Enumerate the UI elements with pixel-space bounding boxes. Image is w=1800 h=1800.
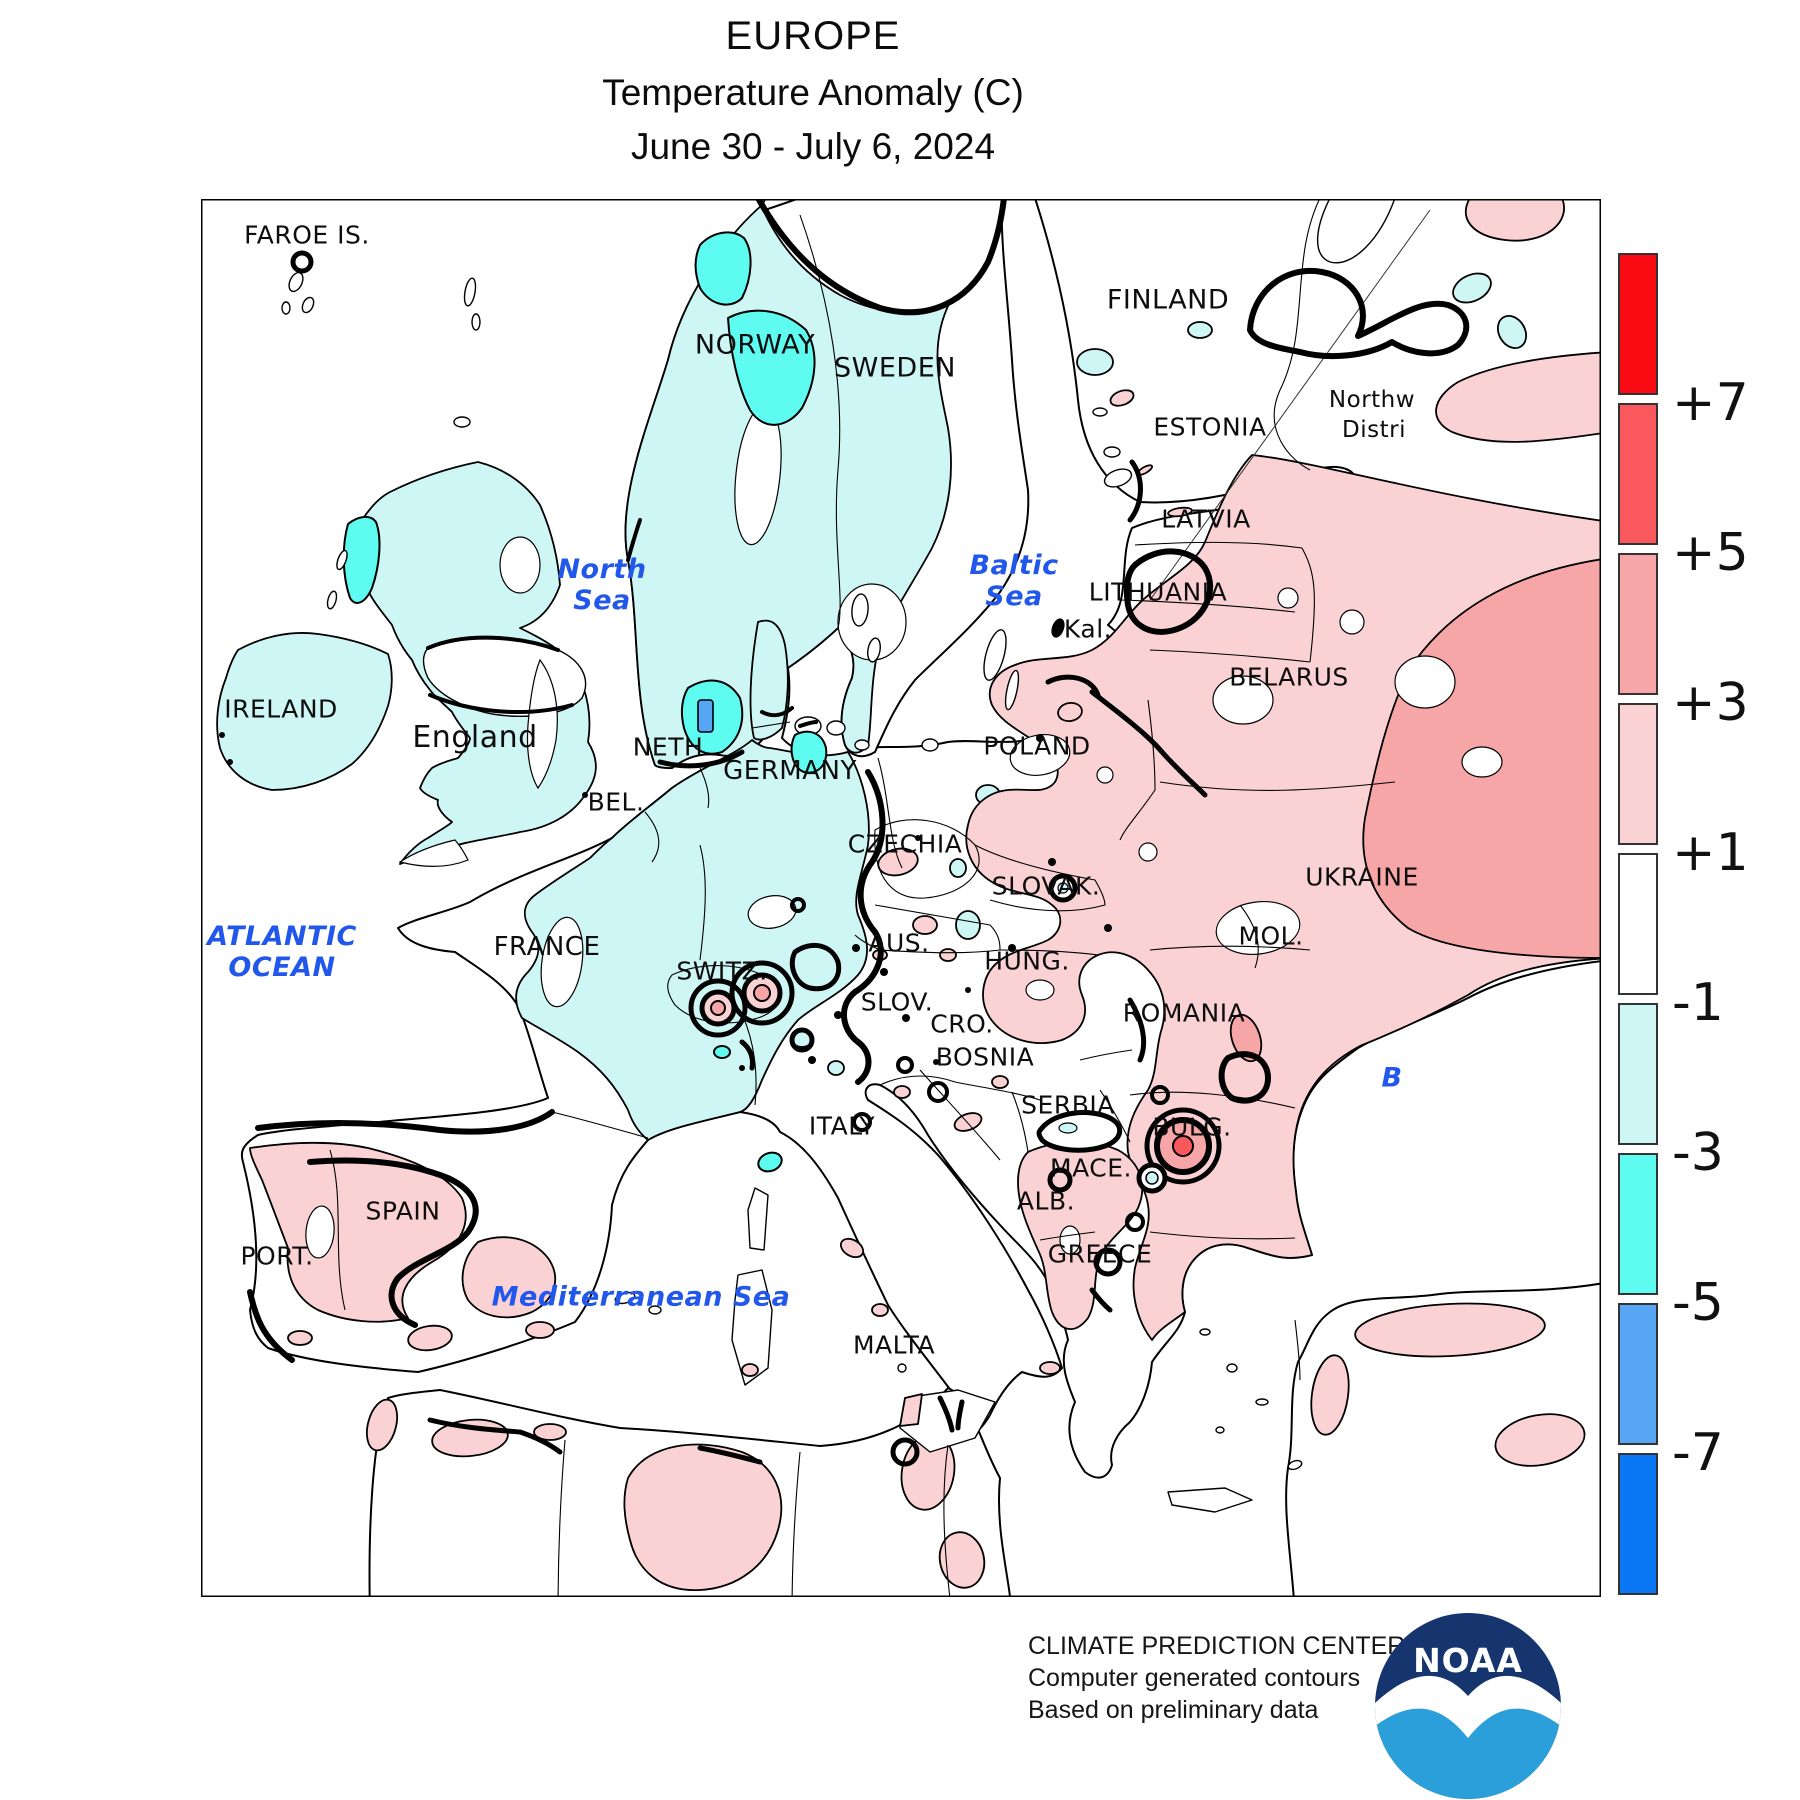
map-label-b: B [1381,1062,1403,1094]
map-label-north-sea: North Sea [557,553,647,616]
colorbar-tick-p3: +3 [1672,673,1749,733]
title-variable: Temperature Anomaly (C) [602,72,1024,113]
colorbar-tick-m7: -7 [1672,1423,1724,1483]
map-layers [201,199,1601,1597]
map-label-lithuania: LITHUANIA [1088,577,1228,607]
logo-sea [1375,1708,1561,1799]
map-label-slov: SLOV. [860,987,934,1017]
map-label-norway: NORWAY [694,329,816,361]
border-layer [329,199,1431,1597]
attribution: CLIMATE PREDICTION CENTER, NOAA Computer… [1028,1630,1490,1726]
colorbar-box-3 [1618,703,1658,845]
attribution-line3: Based on preliminary data [1028,1696,1319,1724]
map-label-mace: MACE. [1050,1153,1132,1183]
colorbar-tick-m1: -1 [1672,973,1724,1033]
map-label-neth: NETH. [632,732,712,762]
map-label-france: FRANCE [493,932,601,963]
map-label-bulg: BULG. [1152,1112,1232,1142]
colorbar-tick-p1: +1 [1672,823,1749,883]
map-label-finland: FINLAND [1106,284,1230,316]
map-label-slovak: SLOVAK. [991,871,1101,901]
noaa-logo: NOAA [1375,1613,1561,1799]
map-label-northw: Northw [1328,386,1416,413]
colorbar-tick-p5: +5 [1672,523,1749,583]
map-label-malta: MALTA [852,1330,936,1360]
map-label-greece: GREECE [1047,1239,1153,1269]
map-label-bel: BEL. [587,787,645,817]
map-label-port: PORT. [240,1241,314,1271]
map-label-mediterranean-sea: Mediterranean Sea [491,1281,791,1313]
map-label-alb: ALB. [1016,1186,1076,1216]
map-label-sweden: SWEDEN [834,352,956,384]
map-label-ukraine: UKRAINE [1305,862,1419,892]
title-region: EUROPE [725,14,901,58]
map-label-ireland: IRELAND [224,694,338,724]
map-label-latvia: LATVIA [1161,504,1251,534]
map-label-romania: ROMANIA [1122,998,1246,1028]
map-label-italy: ITALY [808,1111,876,1141]
seagull-icon [1375,1675,1561,1740]
map-label-kal: Kal. [1063,614,1113,644]
map-label-estonia: ESTONIA [1153,412,1267,442]
colorbar-tick-p7: +7 [1672,373,1749,433]
map-label-cro: CRO. [930,1009,994,1039]
map-label-serbia: SERBIA [1021,1090,1115,1120]
logo-text: NOAA [1413,1641,1523,1680]
map-label-baltic-sea: Baltic Sea [969,549,1059,612]
colorbar-box-1 [1618,403,1658,545]
map-label-poland: POLAND [983,731,1091,761]
colorbar-box-8 [1618,1453,1658,1595]
map-label-hung: HUNG. [984,946,1070,976]
map-label-distri: Distri [1342,416,1406,443]
colorbar-box-6 [1618,1153,1658,1295]
map-label-bosnia: BOSNIA [935,1042,1035,1072]
europe-anomaly-map [201,199,1601,1597]
colorbar-box-0 [1618,253,1658,395]
title-period: June 30 - July 6, 2024 [630,126,996,167]
colorbar-tick-m5: -5 [1672,1273,1724,1333]
anomaly-fill-layer [216,199,1601,1591]
map-label-faroe-is: FAROE IS. [244,220,370,250]
map-label-spain: SPAIN [365,1196,441,1226]
map-label-aus: AUS. [868,928,930,958]
map-label-czechia: CZECHIA [847,829,963,859]
map-label-mol: MOL. [1238,921,1304,951]
map-label-germany: GERMANY [723,756,857,787]
colorbar-tick-m3: -3 [1672,1123,1724,1183]
spot-layer [219,618,1212,1194]
colorbar-box-4 [1618,853,1658,995]
map-title: EUROPE Temperature Anomaly (C) June 30 -… [602,14,1024,168]
attribution-line2: Computer generated contours [1028,1664,1361,1692]
map-label-belarus: BELARUS [1229,662,1349,692]
map-label-switz: SWITZ. [676,956,768,986]
map-label-england: England [412,719,538,755]
colorbar-box-2 [1618,553,1658,695]
islands-layer [281,271,1303,1513]
map-label-atlantic-ocean: ATLANTIC OCEAN [207,920,357,983]
colorbar-box-7 [1618,1303,1658,1445]
colorbar-box-5 [1618,1003,1658,1145]
contour-layer [247,199,1470,1467]
